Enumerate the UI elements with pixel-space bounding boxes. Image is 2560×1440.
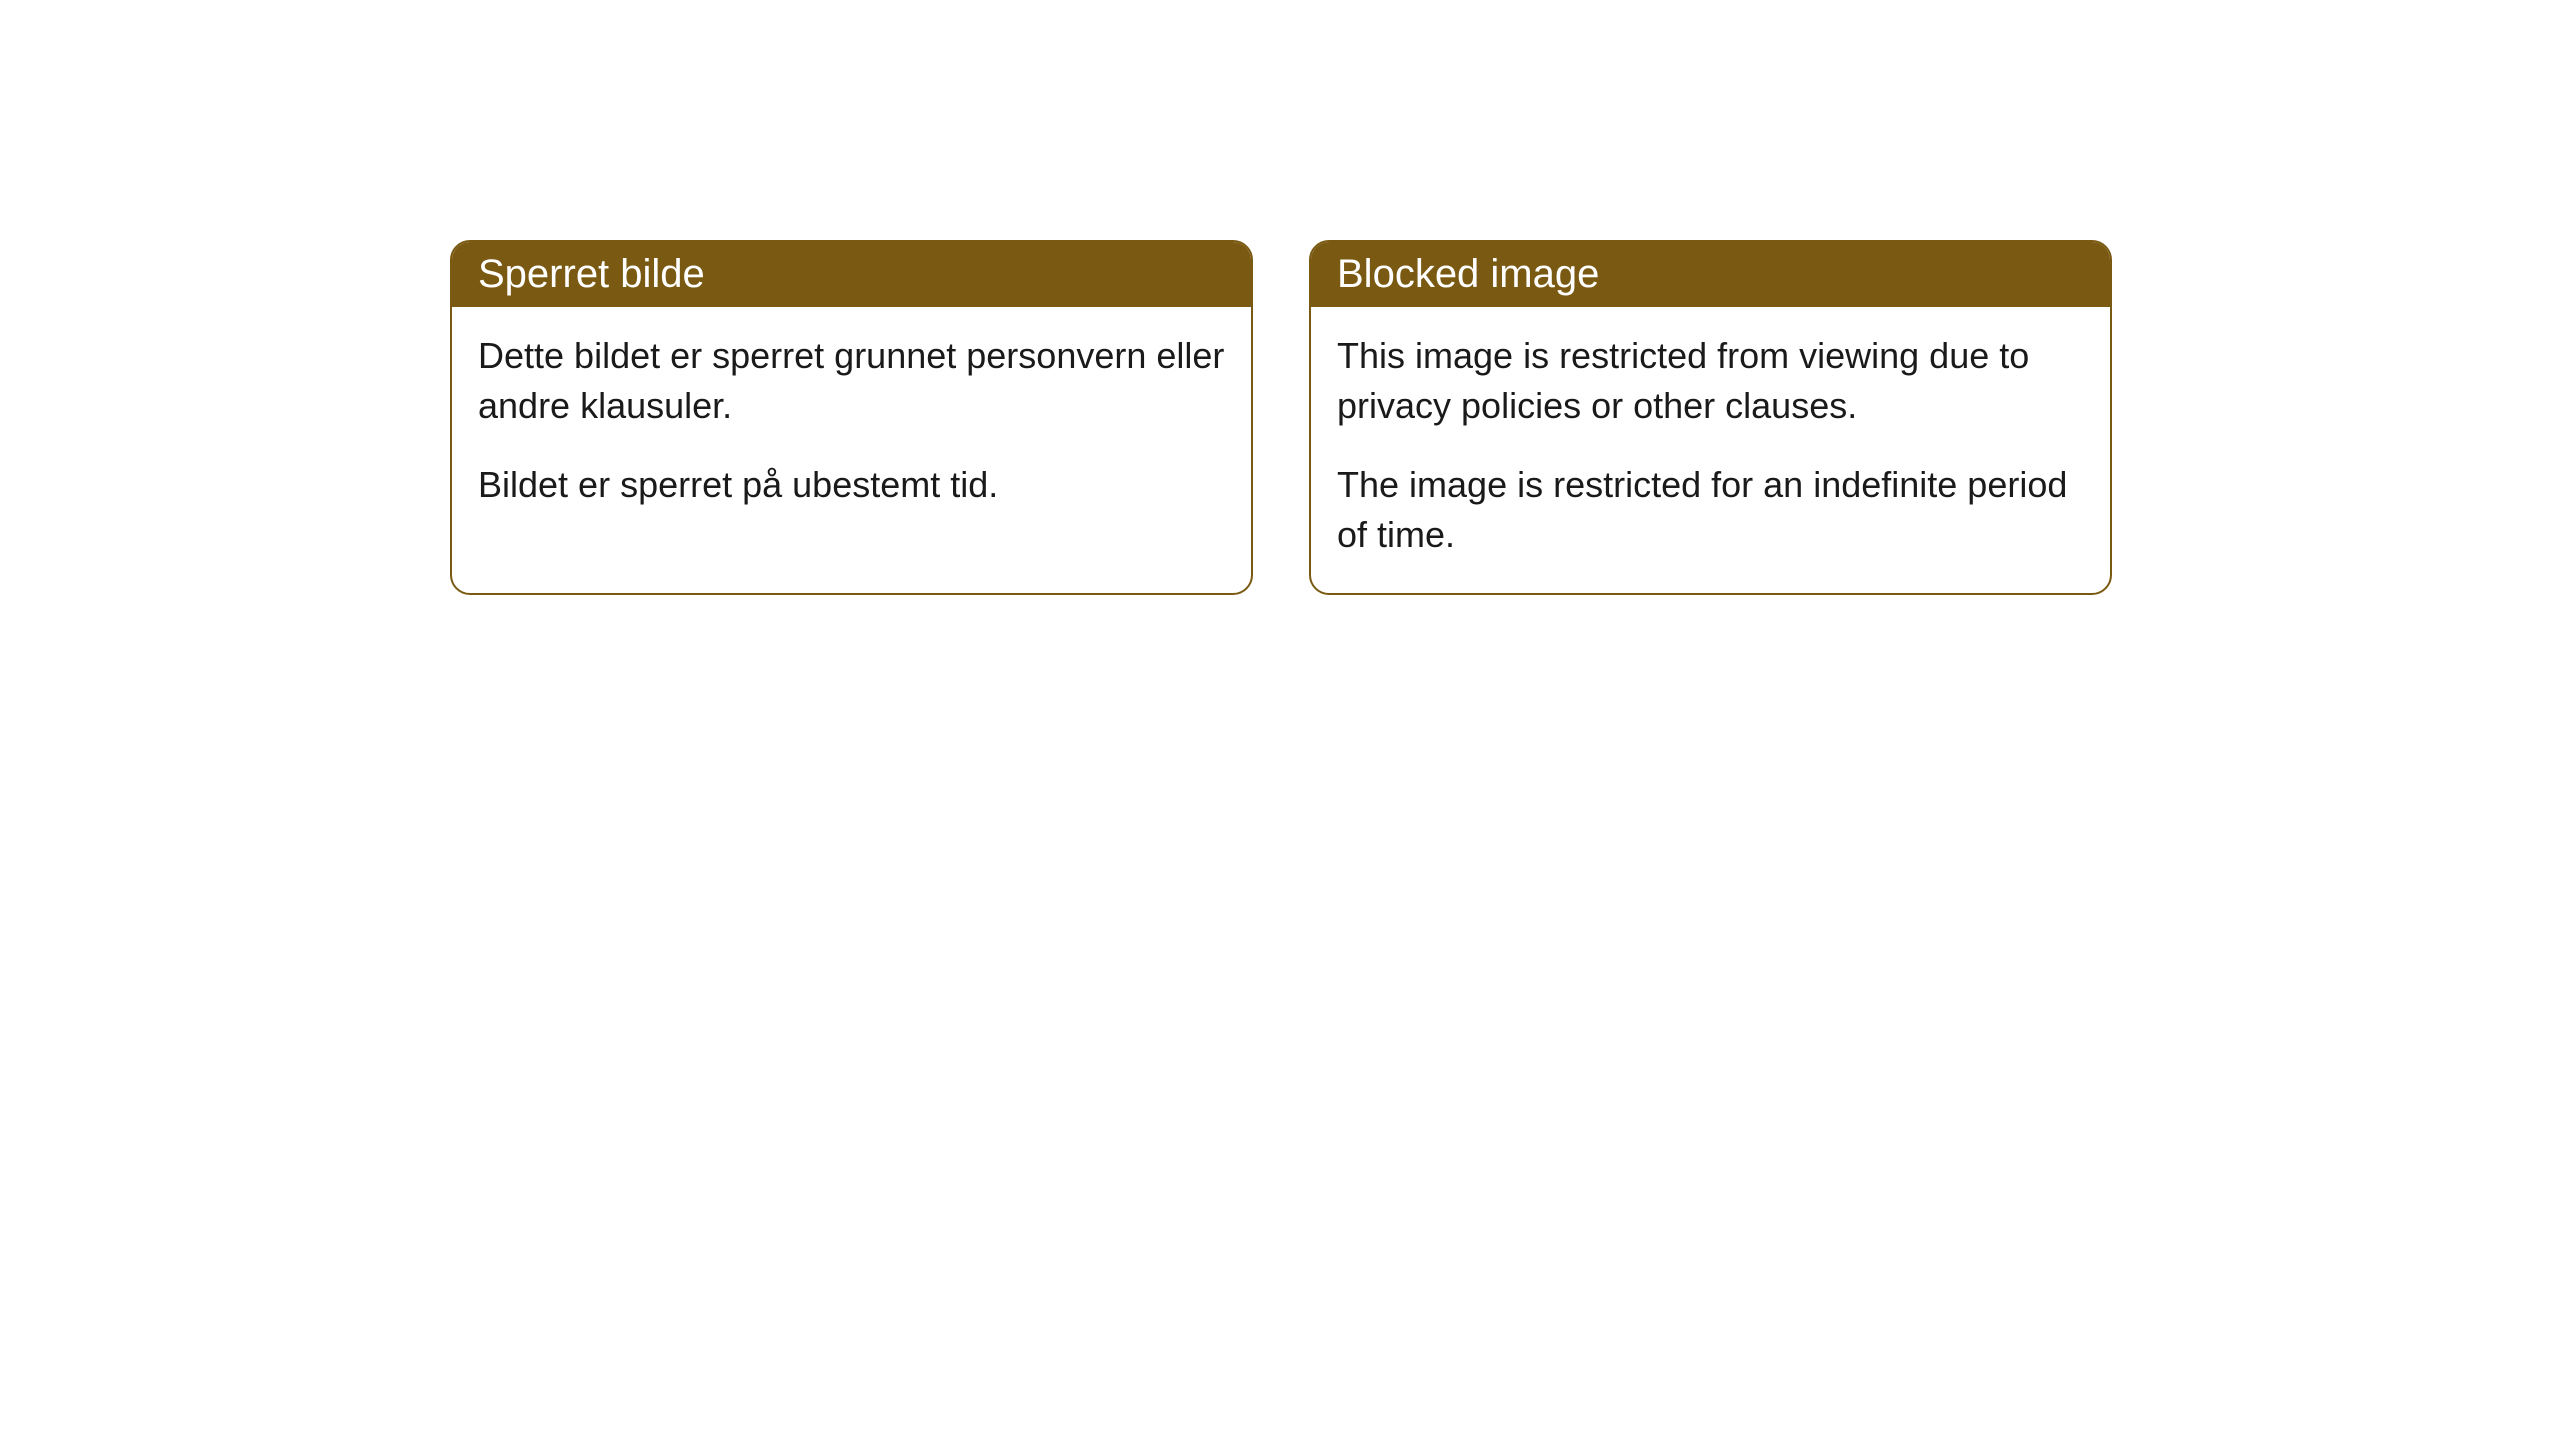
card-header: Blocked image — [1311, 242, 2110, 307]
card-paragraph: The image is restricted for an indefinit… — [1337, 460, 2084, 561]
card-norwegian: Sperret bilde Dette bildet er sperret gr… — [450, 240, 1253, 595]
cards-container: Sperret bilde Dette bildet er sperret gr… — [450, 240, 2112, 595]
card-paragraph: Bildet er sperret på ubestemt tid. — [478, 460, 1225, 510]
card-header: Sperret bilde — [452, 242, 1251, 307]
card-paragraph: This image is restricted from viewing du… — [1337, 331, 2084, 432]
card-paragraph: Dette bildet er sperret grunnet personve… — [478, 331, 1225, 432]
card-body: Dette bildet er sperret grunnet personve… — [452, 307, 1251, 542]
card-english: Blocked image This image is restricted f… — [1309, 240, 2112, 595]
card-body: This image is restricted from viewing du… — [1311, 307, 2110, 593]
